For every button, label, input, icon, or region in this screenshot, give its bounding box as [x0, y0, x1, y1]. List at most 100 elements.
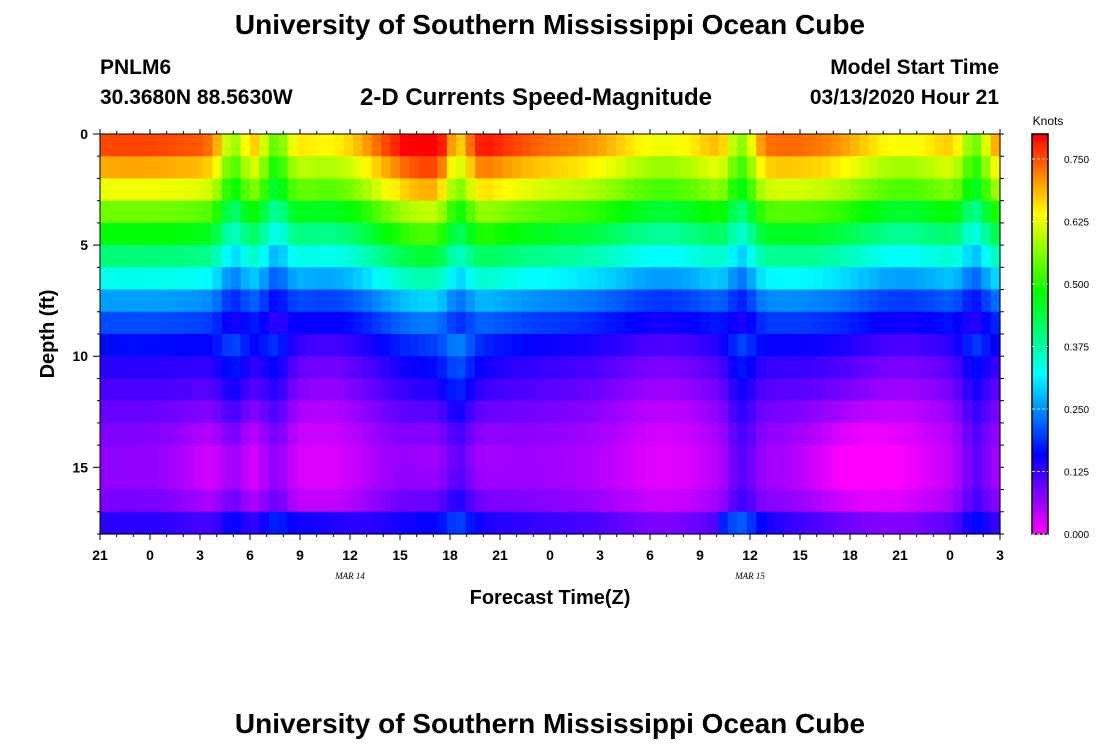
- heatmap-cell: [203, 178, 214, 202]
- heatmap-cell: [812, 134, 823, 157]
- heatmap-cell: [493, 511, 504, 535]
- heatmap-cell: [109, 334, 120, 357]
- heatmap-cell: [915, 356, 926, 380]
- heatmap-cell: [475, 156, 485, 180]
- heatmap-cell: [278, 400, 289, 424]
- heatmap-cell: [784, 245, 795, 268]
- heatmap-cell: [737, 200, 748, 224]
- heatmap-cell: [296, 156, 307, 180]
- heatmap-cell: [887, 489, 898, 513]
- heatmap-cell: [700, 356, 710, 380]
- heatmap-cell: [493, 200, 504, 224]
- heatmap-cell: [278, 511, 289, 535]
- heatmap-cell: [428, 489, 439, 513]
- heatmap-cell: [118, 289, 129, 313]
- colorbar-tick-label: 0.625: [1064, 218, 1089, 229]
- heatmap-cell: [475, 267, 485, 291]
- heatmap-cell: [559, 267, 570, 291]
- heatmap-cell: [812, 334, 823, 357]
- heatmap-cell: [606, 511, 617, 535]
- heatmap-cell: [118, 178, 129, 202]
- heatmap-cell: [971, 178, 982, 202]
- heatmap-cell: [737, 156, 748, 180]
- heatmap-cell: [700, 289, 710, 313]
- heatmap-cell: [484, 445, 495, 468]
- heatmap-cell: [418, 178, 429, 202]
- heatmap-cell: [765, 356, 776, 380]
- heatmap-cell: [353, 267, 364, 291]
- heatmap-cell: [906, 378, 917, 402]
- heatmap-cell: [934, 445, 945, 468]
- heatmap-cell: [165, 489, 176, 513]
- heatmap-cell: [803, 445, 814, 468]
- heatmap-cell: [193, 356, 204, 380]
- heatmap-cell: [165, 511, 176, 535]
- heatmap-cell: [203, 334, 214, 357]
- heatmap-cell: [512, 156, 523, 180]
- heatmap-cell: [962, 245, 973, 268]
- heatmap-cell: [718, 245, 729, 268]
- heatmap-cell: [606, 134, 617, 157]
- heatmap-cell: [203, 134, 214, 157]
- heatmap-cell: [878, 289, 889, 313]
- heatmap-cell: [503, 200, 514, 224]
- heatmap-cell: [484, 400, 495, 424]
- heatmap-cell: [850, 489, 860, 513]
- heatmap-cell: [887, 467, 898, 491]
- heatmap-cell: [156, 200, 167, 224]
- heatmap-cell: [690, 267, 701, 291]
- heatmap-cell: [653, 511, 664, 535]
- heatmap-cell: [878, 356, 889, 380]
- heatmap-cell: [156, 356, 167, 380]
- heatmap-cell: [531, 156, 542, 180]
- heatmap-cell: [906, 422, 917, 446]
- heatmap-cell: [212, 134, 223, 157]
- heatmap-cell: [409, 222, 420, 246]
- heatmap-cell: [746, 378, 757, 402]
- heatmap-cell: [212, 489, 223, 513]
- heatmap-cell: [212, 422, 223, 446]
- heatmap-cell: [681, 134, 692, 157]
- heatmap-cell: [803, 467, 814, 491]
- heatmap-cell: [100, 289, 110, 313]
- heatmap-cell: [287, 267, 298, 291]
- heatmap-cell: [981, 511, 992, 535]
- heatmap-cell: [859, 222, 870, 246]
- heatmap-cell: [465, 134, 476, 157]
- heatmap-cell: [390, 378, 401, 402]
- x-tick-label: 6: [646, 547, 654, 563]
- heatmap-cell: [943, 156, 954, 180]
- heatmap-cell: [128, 511, 139, 535]
- heatmap-cell: [887, 267, 898, 291]
- heatmap-cell: [390, 400, 401, 424]
- heatmap-cell: [212, 400, 223, 424]
- heatmap-cell: [184, 400, 195, 424]
- heatmap-cell: [437, 378, 448, 402]
- heatmap-cell: [475, 422, 485, 446]
- heatmap-cell: [578, 311, 589, 335]
- heatmap-cell: [493, 267, 504, 291]
- heatmap-cell: [128, 378, 139, 402]
- heatmap-cell: [390, 467, 401, 491]
- heatmap-cell: [962, 267, 973, 291]
- heatmap-cell: [662, 400, 673, 424]
- heatmap-cell: [718, 400, 729, 424]
- heatmap-cell: [625, 378, 635, 402]
- heatmap-cell: [671, 334, 682, 357]
- heatmap-cell: [465, 267, 476, 291]
- heatmap-cell: [296, 422, 307, 446]
- heatmap-cell: [737, 489, 748, 513]
- heatmap-cell: [362, 378, 373, 402]
- heatmap-cell: [118, 334, 129, 357]
- heatmap-cell: [278, 134, 289, 157]
- heatmap-cell: [390, 489, 401, 513]
- heatmap-cell: [578, 178, 589, 202]
- heatmap-cell: [109, 289, 120, 313]
- heatmap-cell: [137, 334, 148, 357]
- heatmap-cell: [343, 134, 354, 157]
- heatmap-cell: [700, 467, 710, 491]
- heatmap-cell: [484, 489, 495, 513]
- heatmap-cell: [306, 400, 317, 424]
- heatmap-cell: [446, 422, 457, 446]
- heatmap-cell: [137, 134, 148, 157]
